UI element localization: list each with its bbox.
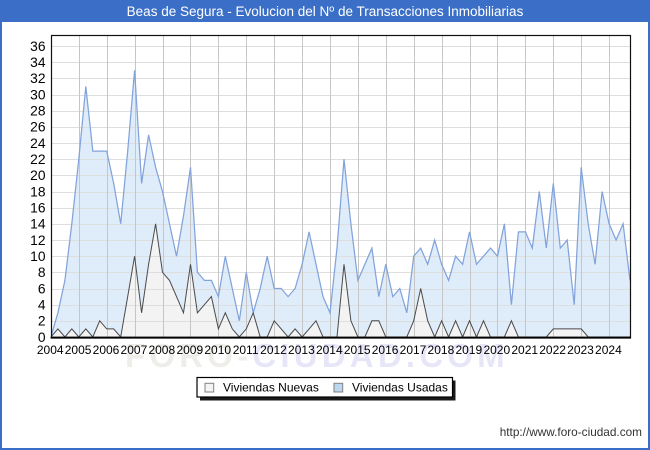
svg-text:2007: 2007 [121,343,148,357]
svg-text:2008: 2008 [148,343,175,357]
svg-text:18: 18 [30,184,46,199]
svg-text:30: 30 [30,87,46,102]
svg-text:2024: 2024 [595,343,622,357]
svg-text:22: 22 [30,152,45,167]
svg-text:14: 14 [30,217,46,232]
svg-text:2005: 2005 [65,343,92,357]
svg-text:0: 0 [38,330,46,345]
svg-text:2021: 2021 [511,343,538,357]
svg-text:6: 6 [38,281,46,296]
svg-text:28: 28 [30,104,46,119]
svg-text:10: 10 [30,249,46,264]
svg-text:FORO-CIUDAD.COM: FORO-CIUDAD.COM [125,337,509,374]
svg-text:2013: 2013 [288,343,315,357]
svg-text:2017: 2017 [400,343,427,357]
svg-text:2014: 2014 [316,343,343,357]
svg-text:2006: 2006 [93,343,120,357]
svg-text:Beas de Segura - Evolucion del: Beas de Segura - Evolucion del Nº de Tra… [127,4,524,19]
svg-text:24: 24 [30,136,46,151]
svg-text:2023: 2023 [567,343,594,357]
svg-text:Viviendas Usadas: Viviendas Usadas [352,380,448,394]
svg-text:2015: 2015 [344,343,371,357]
svg-text:Viviendas Nuevas: Viviendas Nuevas [223,380,319,394]
svg-text:2004: 2004 [37,343,64,357]
svg-text:34: 34 [30,55,46,70]
svg-text:2022: 2022 [539,343,566,357]
svg-text:2012: 2012 [260,343,287,357]
svg-text:2016: 2016 [372,343,399,357]
svg-text:2020: 2020 [483,343,510,357]
svg-text:2018: 2018 [428,343,455,357]
svg-text:2009: 2009 [176,343,203,357]
svg-text:12: 12 [30,233,45,248]
svg-text:8: 8 [38,265,46,280]
svg-text:32: 32 [30,71,45,86]
svg-text:2010: 2010 [204,343,231,357]
svg-text:36: 36 [30,39,46,54]
svg-text:2: 2 [38,314,46,329]
svg-text:26: 26 [30,120,46,135]
svg-text:4: 4 [38,298,46,313]
svg-text:2011: 2011 [233,343,259,357]
svg-text:http://www.foro-ciudad.com: http://www.foro-ciudad.com [500,425,642,439]
svg-text:20: 20 [30,168,46,183]
svg-text:16: 16 [30,201,46,216]
svg-text:2019: 2019 [455,343,482,357]
